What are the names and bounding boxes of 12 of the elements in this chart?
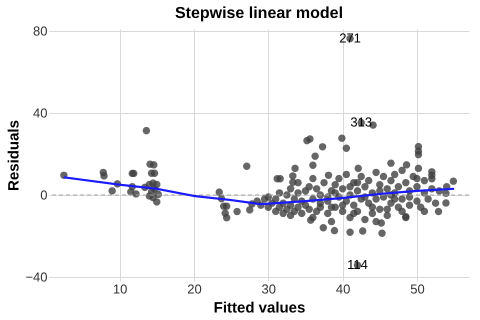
x-tick-label: 20 (187, 282, 202, 296)
y-tick-label: −40 (25, 269, 48, 284)
chart-title: Stepwise linear model (174, 5, 344, 22)
x-axis-title: Fitted values (214, 300, 306, 316)
y-axis-title: Residuals (5, 120, 22, 191)
y-tick-label: 40 (33, 106, 48, 120)
x-tick-label: 40 (336, 282, 350, 296)
x-tick-label: 10 (112, 282, 128, 296)
x-tick-label: 50 (410, 282, 425, 296)
y-tick-label: 0 (40, 187, 48, 202)
x-tick-label: 30 (262, 282, 276, 296)
y-tick-label: 80 (33, 24, 48, 39)
